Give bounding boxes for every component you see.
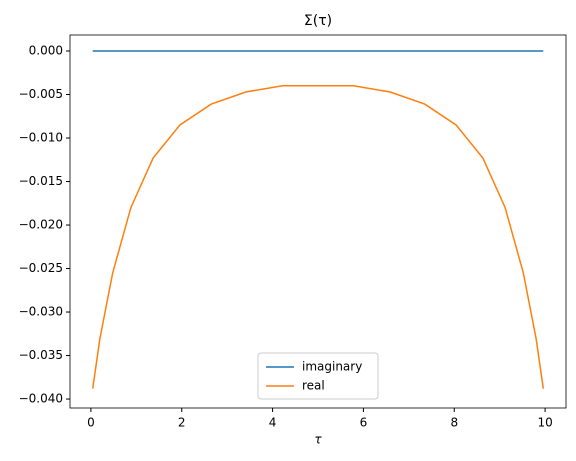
y-tick-label: −0.035	[19, 348, 63, 362]
x-tick-label: 2	[178, 416, 186, 430]
x-tick-label: 0	[87, 416, 95, 430]
legend: imaginary real	[257, 352, 379, 400]
legend-box	[257, 352, 379, 400]
y-tick-label: −0.010	[19, 131, 63, 145]
y-tick-label: −0.020	[19, 218, 63, 232]
legend-label: real	[302, 379, 325, 393]
series-line	[91, 85, 545, 389]
y-tick-label: −0.030	[19, 305, 63, 319]
x-tick-label: 8	[450, 416, 458, 430]
y-tick-label: −0.025	[19, 261, 63, 275]
plot-frame	[69, 34, 567, 409]
y-tick-label: −0.040	[19, 392, 63, 406]
y-tick-label: −0.015	[19, 174, 63, 188]
x-tick-label: 10	[537, 416, 552, 430]
chart-title: Σ(τ)	[304, 13, 332, 29]
x-tick-label: 6	[360, 416, 368, 430]
x-tick-label: 4	[269, 416, 277, 430]
y-tick-label: −0.005	[19, 87, 63, 101]
x-axis-label: τ	[314, 433, 322, 447]
y-tick-label: 0.000	[29, 44, 63, 58]
legend-label: imaginary	[302, 360, 362, 374]
